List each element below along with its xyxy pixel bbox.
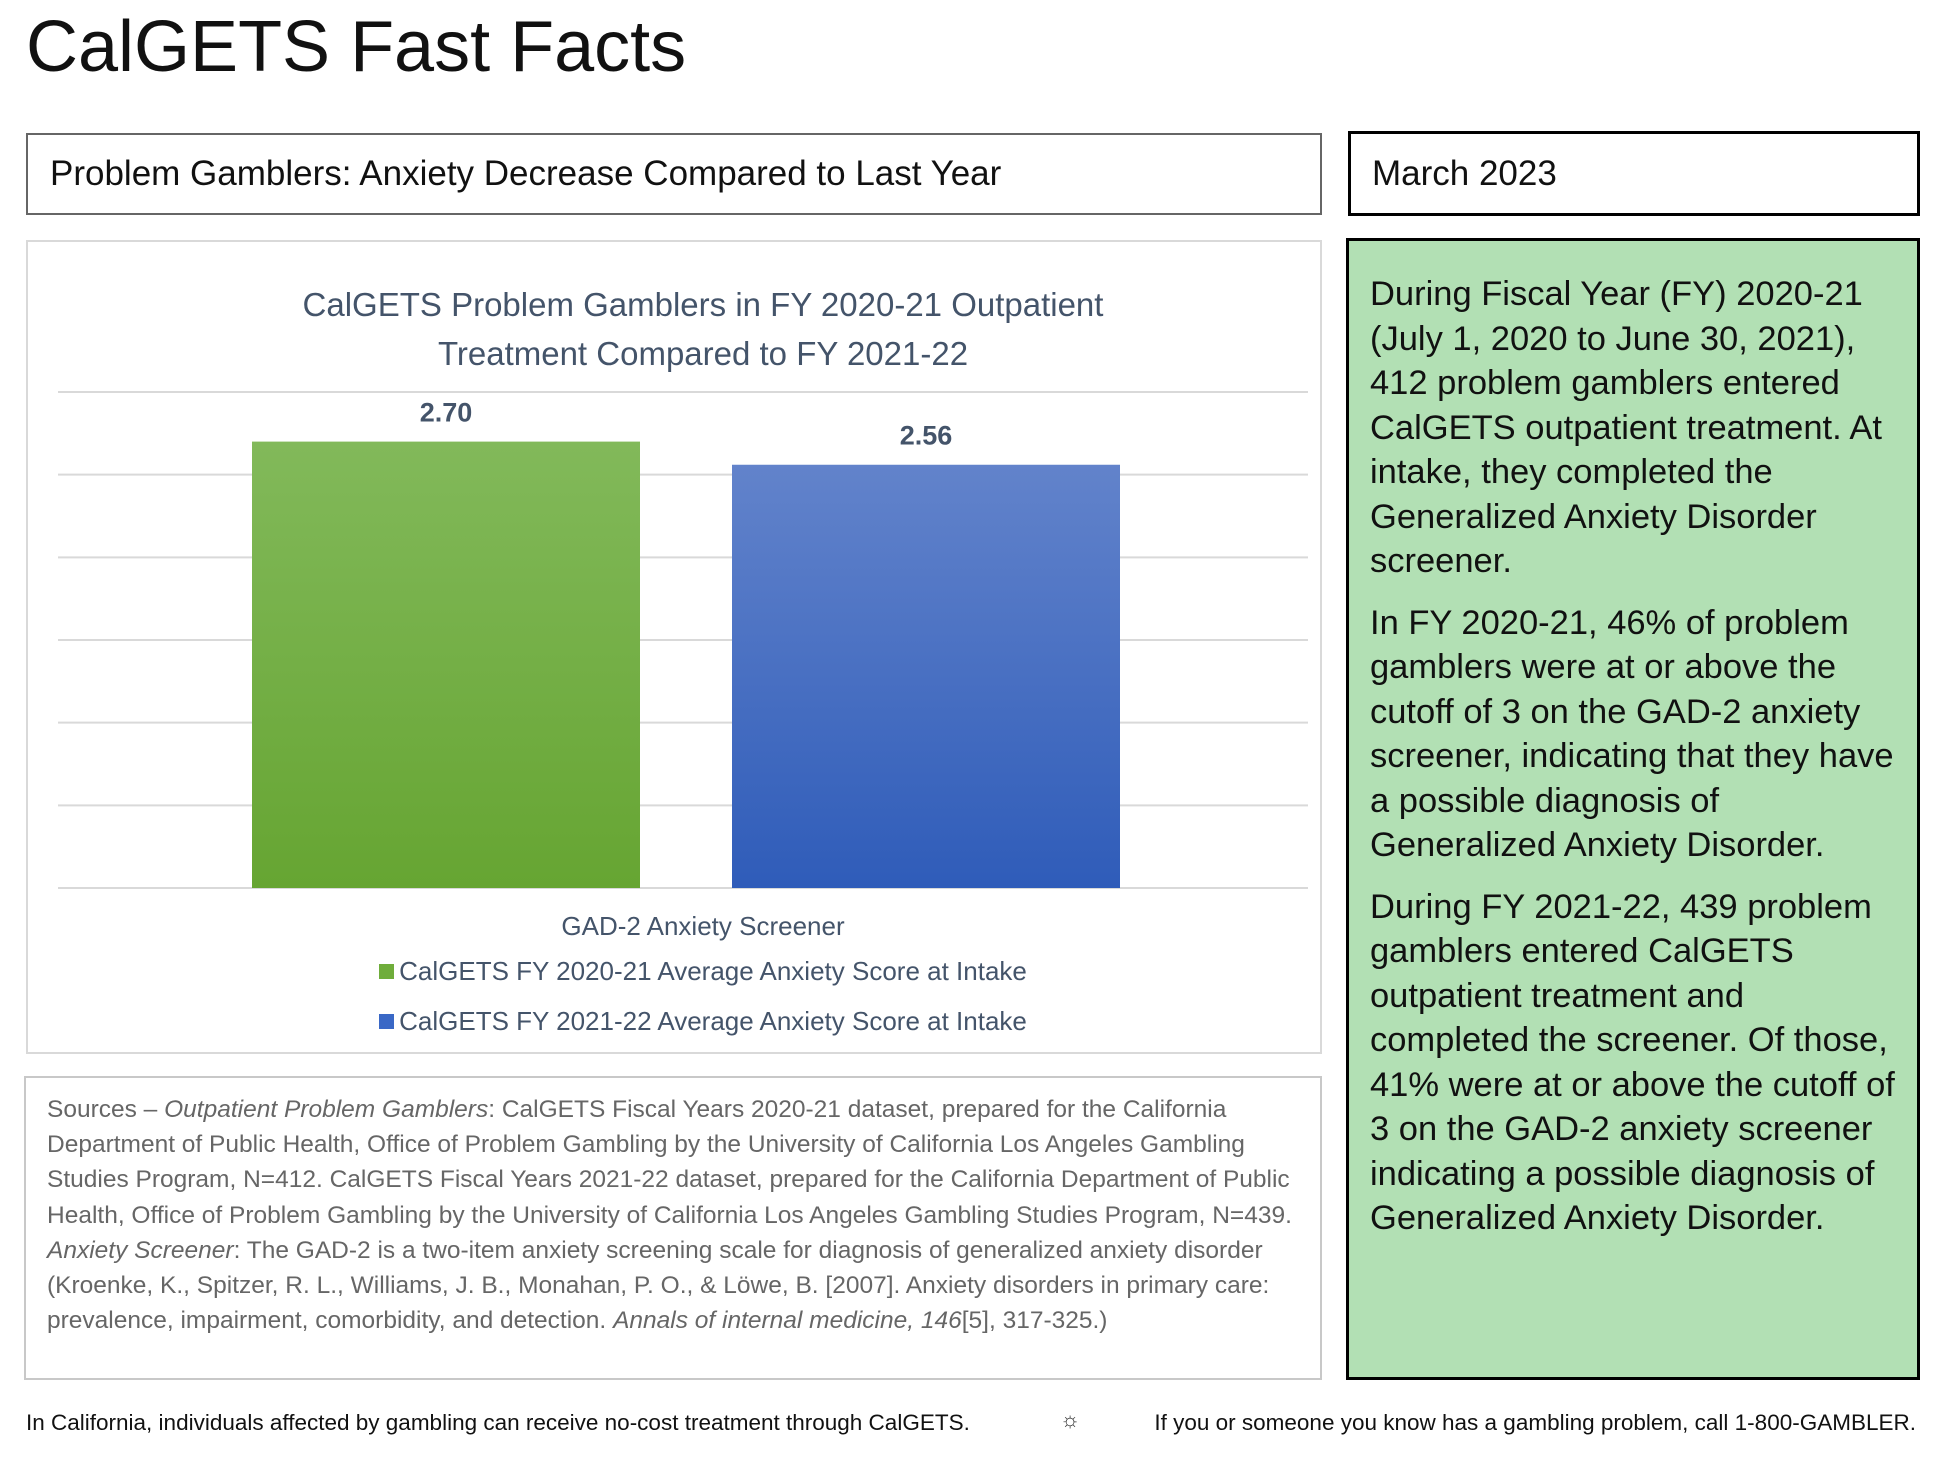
date-text: March 2023 [1372, 153, 1557, 193]
sources-text: Sources – Outpatient Problem Gamblers: C… [47, 1092, 1302, 1338]
sources-italic-run: Anxiety Screener [47, 1236, 234, 1264]
sources-italic-run: Annals of internal medicine, 146 [613, 1307, 962, 1335]
summary-box: During Fiscal Year (FY) 2020-21 (July 1,… [1346, 238, 1920, 1380]
headline-text: Problem Gamblers: Anxiety Decrease Compa… [50, 154, 1002, 193]
category-label: GAD-2 Anxiety Screener [561, 911, 845, 941]
legend-label-fy2020-21: CalGETS FY 2020-21 Average Anxiety Score… [399, 956, 1027, 986]
chart-panel: CalGETS Problem Gamblers in FY 2020-21 O… [26, 240, 1322, 1054]
legend-label-fy2021-22: CalGETS FY 2021-22 Average Anxiety Score… [399, 1006, 1027, 1036]
footer-left-text: In California, individuals affected by g… [26, 1410, 970, 1435]
legend-item-fy2020-21: CalGETS FY 2020-21 Average Anxiety Score… [28, 946, 1378, 996]
sources-italic-run: Outpatient Problem Gamblers [164, 1096, 489, 1123]
legend-swatch-blue [379, 1014, 395, 1029]
footer-right-text: If you or someone you know has a gamblin… [1154, 1410, 1916, 1435]
bars [252, 441, 1120, 888]
summary-paragraph: During Fiscal Year (FY) 2020-21 (July 1,… [1370, 275, 1883, 580]
gridlines [58, 391, 1308, 889]
data-label: 2.56 [900, 421, 953, 451]
sun-icon: ☼ [1060, 1407, 1081, 1432]
bar-labels: 2.70 2.56 [420, 398, 953, 451]
data-label: 2.70 [420, 398, 473, 428]
chart-title: CalGETS Problem Gamblers in FY 2020-21 O… [28, 280, 1378, 378]
sources-run: [5], 317-325.) [961, 1307, 1108, 1335]
bar-chart: 2.70 2.56 [58, 391, 1308, 889]
sources-run: : The GAD-2 is a two-item anxiety screen… [47, 1236, 1270, 1335]
summary-paragraph: In FY 2020-21, 46% of problem gamblers w… [1370, 603, 1894, 865]
page-title: CalGETS Fast Facts [26, 7, 687, 87]
bar-fy2020-21 [252, 441, 640, 888]
sources-run: Sources – [47, 1096, 165, 1123]
sources-box: Sources – Outpatient Problem Gamblers: C… [24, 1076, 1322, 1380]
legend-swatch-green [379, 964, 395, 979]
legend-item-fy2021-22: CalGETS FY 2021-22 Average Anxiety Score… [28, 996, 1378, 1046]
date-box: March 2023 [1348, 131, 1920, 216]
legend: GAD-2 Anxiety Screener CalGETS FY 2020-2… [28, 906, 1378, 1046]
chart-title-line-2: Treatment Compared to FY 2021-22 [437, 335, 969, 372]
bar-fy2021-22 [732, 464, 1120, 888]
sources-run: : CalGETS Fiscal Years 2020-21 dataset, … [47, 1096, 1292, 1229]
headline-box: Problem Gamblers: Anxiety Decrease Compa… [26, 133, 1322, 215]
chart-title-line-1: CalGETS Problem Gamblers in FY 2020-21 O… [302, 286, 1104, 323]
summary-paragraph: During FY 2021-22, 439 problem gamblers … [1370, 887, 1895, 1238]
